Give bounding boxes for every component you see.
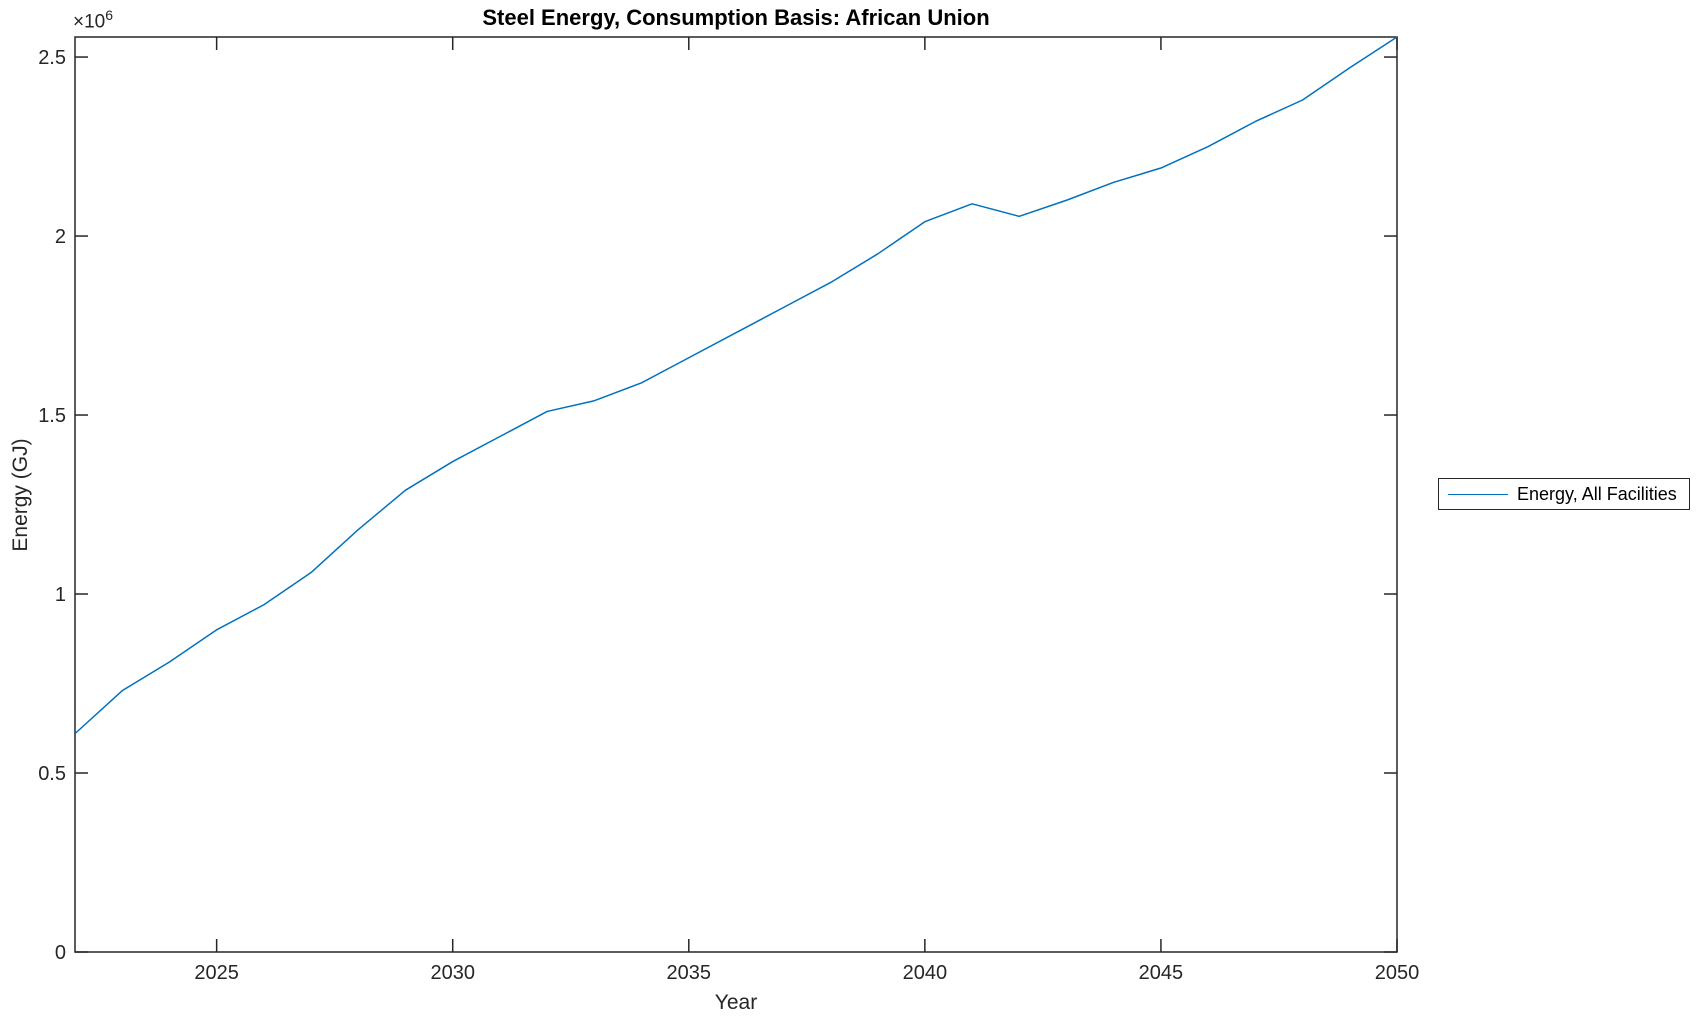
x-tick-label: 2030 [430,962,475,984]
x-tick-label: 2045 [1139,962,1184,984]
y-axis-label: Energy (GJ) [9,438,32,552]
y-axis-multiplier-exponent: 6 [105,7,114,23]
axes-box [74,36,1398,953]
y-axis-multiplier-label: ×106 [73,7,113,33]
y-tick-label: 2 [55,226,66,248]
y-tick-label: 1 [55,584,66,606]
x-tick-label: 2025 [194,962,239,984]
chart-title: Steel Energy, Consumption Basis: African… [482,5,990,30]
y-tick-label: 1.5 [38,405,66,427]
x-tick-label: 2050 [1375,962,1420,984]
y-axis-multiplier-base: ×10 [73,11,106,33]
x-axis-label: Year [714,991,758,1014]
y-tick-label: 0 [55,942,66,964]
legend: Energy, All Facilities [1438,478,1690,510]
x-tick-label: 2040 [903,962,948,984]
legend-line-swatch [1448,493,1508,495]
x-tick-label: 2035 [667,962,712,984]
y-tick-label: 2.5 [38,47,66,69]
legend-entry-label: Energy, All Facilities [1517,483,1677,504]
data-line-energy-all-facilities [74,36,1398,735]
y-tick-label: 0.5 [38,763,66,785]
